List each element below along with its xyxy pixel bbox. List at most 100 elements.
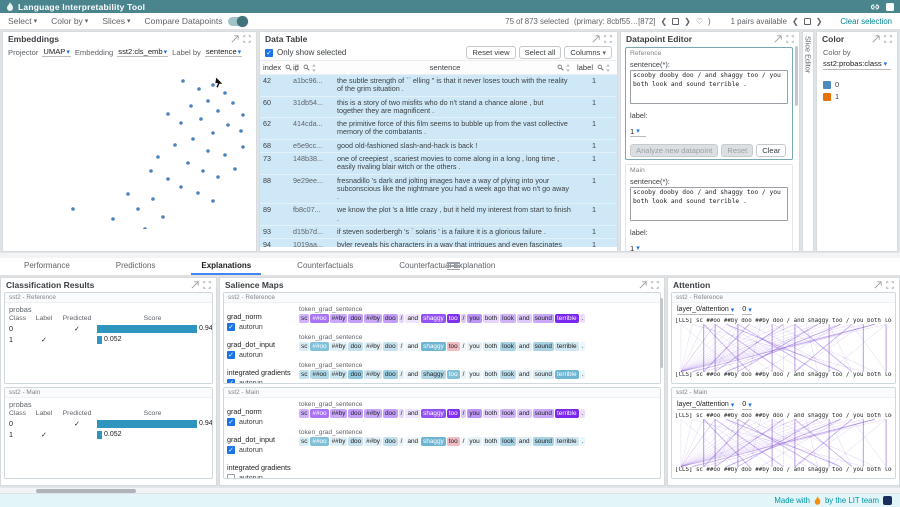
clear-selection-link[interactable]: Clear selection (840, 16, 892, 26)
bottom-scrollbar-track[interactable] (0, 487, 900, 493)
autorun-checkbox[interactable] (227, 474, 235, 478)
salience-token[interactable]: you (467, 409, 482, 418)
tab-counterfactuals[interactable]: Counterfactuals (297, 261, 354, 270)
scatter-point[interactable] (226, 123, 230, 127)
salience-token[interactable]: shaggy (421, 314, 446, 323)
favorite-icon[interactable]: ♡ (695, 16, 704, 26)
scatter-point[interactable] (241, 145, 245, 149)
scatter-point[interactable] (201, 169, 205, 173)
column-sentence[interactable]: sentence (334, 63, 574, 72)
salience-token[interactable]: and (516, 370, 532, 379)
scatter-point[interactable] (197, 87, 201, 91)
sentence-textarea[interactable] (630, 187, 788, 221)
slice-editor-collapsed[interactable]: Slice Editor (802, 31, 814, 252)
popout-icon[interactable] (872, 34, 880, 43)
sentence-textarea[interactable] (630, 70, 788, 104)
salience-token[interactable]: sc (299, 314, 310, 323)
salience-token[interactable]: ##oo (310, 437, 329, 446)
salience-token[interactable]: / (460, 342, 467, 351)
scatter-point[interactable] (216, 175, 220, 179)
salience-token[interactable]: / (398, 409, 405, 418)
chevron-left-icon[interactable]: ❮ (792, 16, 799, 26)
salience-token[interactable]: and (516, 342, 532, 351)
scatter-point[interactable] (223, 153, 227, 157)
scrollbar-thumb[interactable] (660, 298, 663, 368)
only-show-selected-checkbox[interactable]: ✓ (265, 48, 273, 57)
column-index[interactable]: index (260, 63, 299, 72)
chevron-right-icon[interactable]: ❯ (815, 16, 823, 26)
table-row[interactable]: 73 148b38... one of creepiest , scariest m… (260, 152, 617, 175)
salience-token[interactable]: sound (532, 314, 554, 323)
scatter-point[interactable] (239, 129, 243, 133)
scatter-point[interactable] (126, 192, 130, 196)
salience-token[interactable]: / (460, 370, 467, 379)
scatter-point[interactable] (166, 177, 170, 181)
layer-select[interactable]: layer_0/attention ▾ (677, 306, 735, 315)
scatter-point[interactable] (206, 149, 210, 153)
salience-token[interactable]: too (446, 370, 460, 379)
salience-token[interactable]: doo (383, 370, 398, 379)
salience-token[interactable]: ##by (329, 437, 348, 446)
salience-token[interactable]: look (500, 314, 516, 323)
salience-token[interactable]: you (467, 342, 482, 351)
salience-token[interactable]: doo (348, 409, 364, 418)
salience-token[interactable]: terrible (555, 314, 579, 323)
autorun-checkbox[interactable]: ✓ (227, 446, 235, 454)
select-menu[interactable]: Select ▾ (8, 16, 38, 26)
salience-token[interactable]: both (482, 342, 500, 351)
salience-token[interactable]: . (579, 437, 586, 446)
table-row[interactable]: 94 1019aa... byler reveals his characters … (260, 239, 617, 247)
scatter-point[interactable] (189, 104, 193, 108)
salience-token[interactable]: / (460, 437, 467, 446)
salience-token[interactable]: both (482, 314, 500, 323)
salience-token[interactable]: and (405, 314, 421, 323)
scatter-point[interactable] (149, 169, 153, 173)
table-row[interactable]: 88 9e29ee... fresnadillo 's dark and jolti… (260, 174, 617, 205)
salience-token[interactable]: doo (348, 437, 364, 446)
scatter-point[interactable] (179, 121, 183, 125)
salience-token[interactable]: terrible (555, 409, 579, 418)
salience-token[interactable]: and (405, 342, 421, 351)
salience-token[interactable]: ##by (329, 342, 348, 351)
salience-token[interactable]: and (405, 437, 421, 446)
color-by-menu[interactable]: Color by ▾ (51, 16, 89, 26)
salience-token[interactable]: doo (383, 409, 398, 418)
scatter-point[interactable] (196, 191, 200, 195)
sort-icon[interactable] (565, 63, 571, 72)
tab-predictions[interactable]: Predictions (115, 261, 156, 270)
salience-token[interactable]: you (467, 314, 482, 323)
autorun-checkbox[interactable]: ✓ (227, 351, 235, 359)
link-icon[interactable] (870, 3, 880, 11)
scatter-point[interactable] (223, 91, 227, 95)
salience-token[interactable]: doo (383, 437, 398, 446)
compare-datapoints-toggle[interactable] (228, 15, 249, 27)
salience-token[interactable]: doo (348, 314, 364, 323)
scatter-point[interactable] (143, 227, 147, 231)
salience-token[interactable]: too (446, 409, 460, 418)
salience-token[interactable]: and (405, 370, 421, 379)
salience-token[interactable]: ##oo (310, 342, 329, 351)
salience-token[interactable]: ##by (329, 314, 348, 323)
sort-icon[interactable] (311, 63, 317, 72)
salience-token[interactable]: ##oo (310, 314, 329, 323)
column-label[interactable]: label (574, 63, 617, 72)
table-row[interactable]: 42 a1bc96... the subtle strength of `` ell… (260, 75, 617, 97)
scatter-point[interactable] (186, 161, 190, 165)
salience-token[interactable]: sc (299, 342, 310, 351)
scatter-point[interactable] (199, 117, 203, 121)
scatter-point[interactable] (241, 113, 245, 117)
popout-icon[interactable] (231, 34, 239, 43)
select-all-button[interactable]: Select all (518, 46, 562, 59)
layer-select[interactable]: layer_0/attention ▾ (677, 401, 735, 410)
salience-token[interactable]: shaggy (421, 342, 446, 351)
search-icon[interactable] (597, 64, 604, 71)
salience-token[interactable]: sc (299, 437, 310, 446)
salience-token[interactable]: terrible (555, 437, 579, 446)
salience-token[interactable]: sc (299, 409, 310, 418)
salience-token[interactable]: sound (532, 370, 554, 379)
app-menu-icon[interactable] (886, 2, 894, 11)
embedding-select[interactable]: sst2:cls_emb ▾ (117, 47, 169, 57)
salience-token[interactable]: shaggy (421, 370, 446, 379)
salience-token[interactable]: and (516, 409, 532, 418)
scatter-point[interactable] (231, 101, 235, 105)
